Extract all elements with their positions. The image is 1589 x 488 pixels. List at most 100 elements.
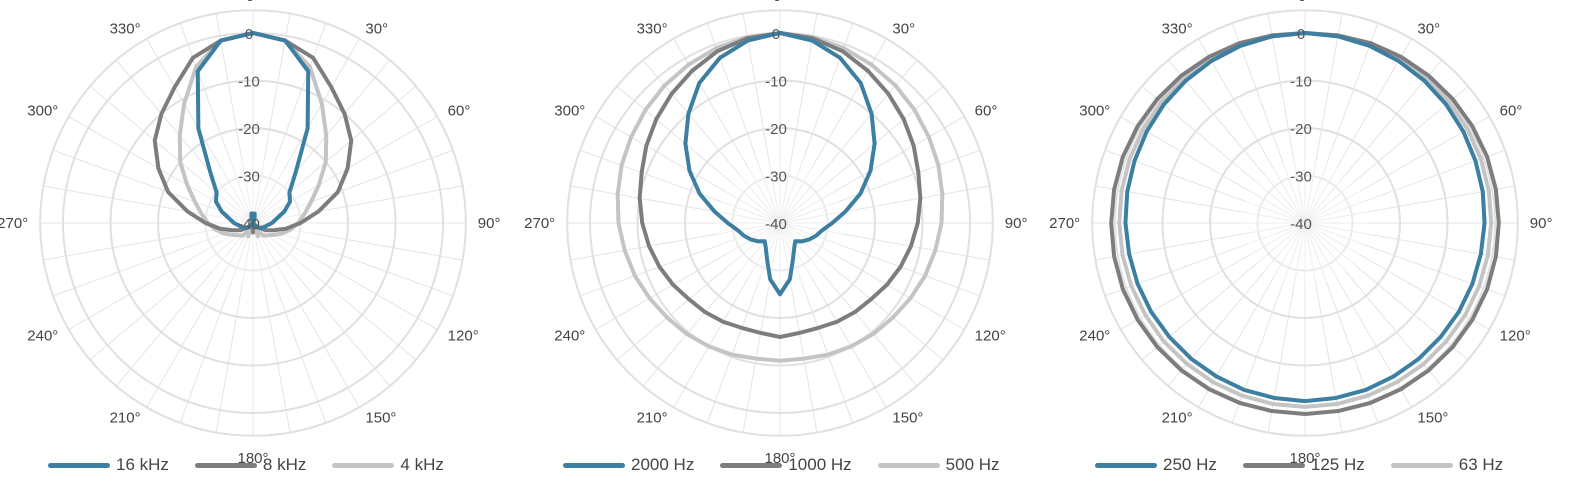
grid-spoke <box>1304 13 1343 224</box>
angular-tick-label: 240° <box>554 327 585 344</box>
legend-swatch <box>48 462 110 468</box>
angular-tick-label: 300° <box>554 103 585 120</box>
series-line-16-khz <box>195 31 311 230</box>
radial-tick-label: 0 <box>772 26 780 43</box>
legend-item[interactable]: 125 Hz <box>1242 455 1365 475</box>
grid-spoke <box>252 85 417 224</box>
angular-tick-label: 240° <box>27 327 58 344</box>
grid-spoke <box>1304 185 1515 224</box>
grid-spoke <box>779 59 918 224</box>
grid-spoke <box>1304 38 1412 224</box>
angular-tick-label: 30° <box>892 20 915 37</box>
legend-label: 500 Hz <box>945 455 1000 474</box>
angular-tick-label: 0° <box>246 0 260 5</box>
grid-spoke <box>570 185 781 224</box>
grid-ring-outer <box>1091 9 1519 437</box>
grid-spoke <box>642 59 781 224</box>
angular-tick-label: 270° <box>524 215 555 232</box>
grid-spoke <box>252 185 463 224</box>
radial-tick-label: -10 <box>765 74 787 91</box>
legend-item[interactable]: 4 kHz <box>332 455 444 475</box>
radial-tick-label: -10 <box>238 74 260 91</box>
grid-spoke <box>1104 149 1306 224</box>
angular-tick-label: 60° <box>448 103 471 120</box>
grid-spoke <box>779 222 990 261</box>
angular-tick-label: 330° <box>637 20 668 37</box>
legend-chart-2: 2000 Hz 1000 Hz 500 Hz <box>563 452 1026 478</box>
grid-spoke <box>252 222 454 297</box>
grid-spoke <box>570 222 781 261</box>
series-line-125-hz <box>1109 31 1501 416</box>
grid-spoke <box>579 149 781 224</box>
grid-spoke <box>642 222 781 387</box>
series-line-2000-hz <box>683 31 877 297</box>
grid-ring <box>109 79 397 367</box>
grid-spoke <box>146 222 254 408</box>
legend-item[interactable]: 1000 Hz <box>720 455 852 475</box>
grid-spoke <box>252 222 417 361</box>
angular-tick-label: 60° <box>975 103 998 120</box>
angular-tick-label: 120° <box>1500 327 1531 344</box>
grid-spoke <box>673 222 781 408</box>
radial-tick-label: -30 <box>238 169 260 186</box>
grid-ring <box>1209 127 1401 319</box>
series-line-1000-hz <box>637 31 923 339</box>
angular-tick-label: 90° <box>1005 215 1028 232</box>
legend-chart-3: 250 Hz 125 Hz 63 Hz <box>1095 452 1529 478</box>
angular-tick-label: 0° <box>773 0 787 5</box>
radial-tick-label: -10 <box>1290 74 1312 91</box>
angular-tick-label: 120° <box>975 327 1006 344</box>
grid-spoke <box>1198 38 1306 224</box>
grid-spoke <box>252 222 391 387</box>
radial-tick-label: -40 <box>238 216 260 233</box>
legend-swatch <box>1242 462 1305 468</box>
grid-center <box>716 159 844 287</box>
legend-item[interactable]: 8 kHz <box>194 455 306 475</box>
polar-grid <box>1091 9 1519 437</box>
legend-item[interactable]: 63 Hz <box>1390 455 1503 475</box>
grid-ring <box>731 174 829 272</box>
grid-ring <box>684 127 876 319</box>
series-group <box>615 31 945 363</box>
legend-label: 1000 Hz <box>788 455 852 474</box>
angular-tick-label: 120° <box>448 327 479 344</box>
angular-tick-label: 210° <box>637 410 668 427</box>
legend-label: 4 kHz <box>400 455 444 474</box>
grid-spoke <box>215 13 254 224</box>
grid-spoke <box>252 59 391 224</box>
grid-spoke <box>1120 116 1306 224</box>
angular-tick-label: 30° <box>1417 20 1440 37</box>
grid-spoke <box>779 185 990 224</box>
radial-tick-label: -40 <box>765 216 787 233</box>
grid-spoke <box>252 13 291 224</box>
grid-spoke <box>1304 59 1443 224</box>
grid-spoke <box>1267 13 1306 224</box>
legend-swatch <box>877 462 940 468</box>
angular-tick-label: 300° <box>27 103 58 120</box>
grid-spoke <box>616 222 781 361</box>
angular-tick-label: 240° <box>1079 327 1110 344</box>
radial-tick-label: -40 <box>1290 216 1312 233</box>
grid-spoke <box>742 222 781 433</box>
angular-tick-label: 210° <box>110 410 141 427</box>
legend-label: 125 Hz <box>1310 455 1365 474</box>
grid-spoke <box>779 222 944 361</box>
series-line-500-hz <box>615 31 945 363</box>
grid-ring-outer <box>39 9 467 437</box>
legend-item[interactable]: 2000 Hz <box>563 455 694 475</box>
legend-item[interactable]: 250 Hz <box>1095 455 1217 475</box>
legend-swatch <box>720 462 783 468</box>
angular-tick-label: 150° <box>365 410 396 427</box>
legend-swatch <box>563 462 625 468</box>
legend-swatch <box>1390 462 1453 468</box>
legend-item[interactable]: 500 Hz <box>877 455 1000 475</box>
legend-item[interactable]: 16 kHz <box>48 455 169 475</box>
grid-spoke <box>1304 22 1379 224</box>
grid-spoke <box>1304 149 1506 224</box>
legend-swatch <box>1095 462 1157 468</box>
grid-spoke <box>89 222 254 361</box>
radial-tick-label: -20 <box>765 121 787 138</box>
grid-spoke <box>68 222 254 330</box>
angular-tick-label: 270° <box>0 215 28 232</box>
